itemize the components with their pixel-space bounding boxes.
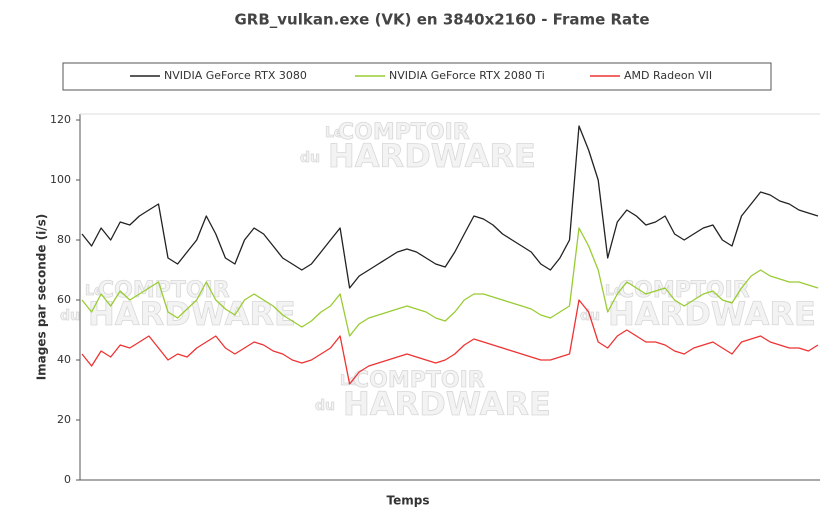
watermark: HARDWARE	[328, 137, 536, 175]
watermark: COMPTOIR	[353, 368, 485, 393]
series-line	[81, 125, 819, 289]
y-tick-label: 40	[57, 353, 71, 366]
series-line	[81, 227, 819, 337]
legend-label: NVIDIA GeForce RTX 3080	[164, 69, 307, 82]
y-tick-label: 0	[64, 473, 71, 486]
chart-title: GRB_vulkan.exe (VK) en 3840x2160 - Frame…	[234, 11, 649, 29]
watermark: Le	[605, 283, 623, 299]
y-tick-label: 120	[50, 113, 71, 126]
legend: NVIDIA GeForce RTX 3080 NVIDIA GeForce RT…	[130, 69, 712, 82]
watermark: du	[315, 398, 335, 414]
y-axis-label: Images par seconde (i/s)	[35, 214, 49, 381]
legend-box	[62, 62, 772, 91]
watermark: Le	[325, 125, 343, 141]
y-tick-label: 60	[57, 293, 71, 306]
x-axis-label: Temps	[387, 494, 430, 508]
watermark: HARDWARE	[343, 385, 551, 423]
legend-label: NVIDIA GeForce RTX 2080 Ti	[389, 69, 545, 82]
watermark: HARDWARE	[88, 295, 296, 333]
watermark: du	[300, 150, 320, 166]
watermark: HARDWARE	[608, 295, 816, 333]
y-tick-label: 100	[50, 173, 71, 186]
y-tick-label: 80	[57, 233, 71, 246]
watermark: du	[60, 308, 80, 324]
legend-label: AMD Radeon VII	[624, 69, 712, 82]
watermark: Le	[85, 283, 103, 299]
watermark: COMPTOIR	[338, 120, 470, 145]
y-tick-label: 20	[57, 413, 71, 426]
series-line	[81, 299, 819, 385]
